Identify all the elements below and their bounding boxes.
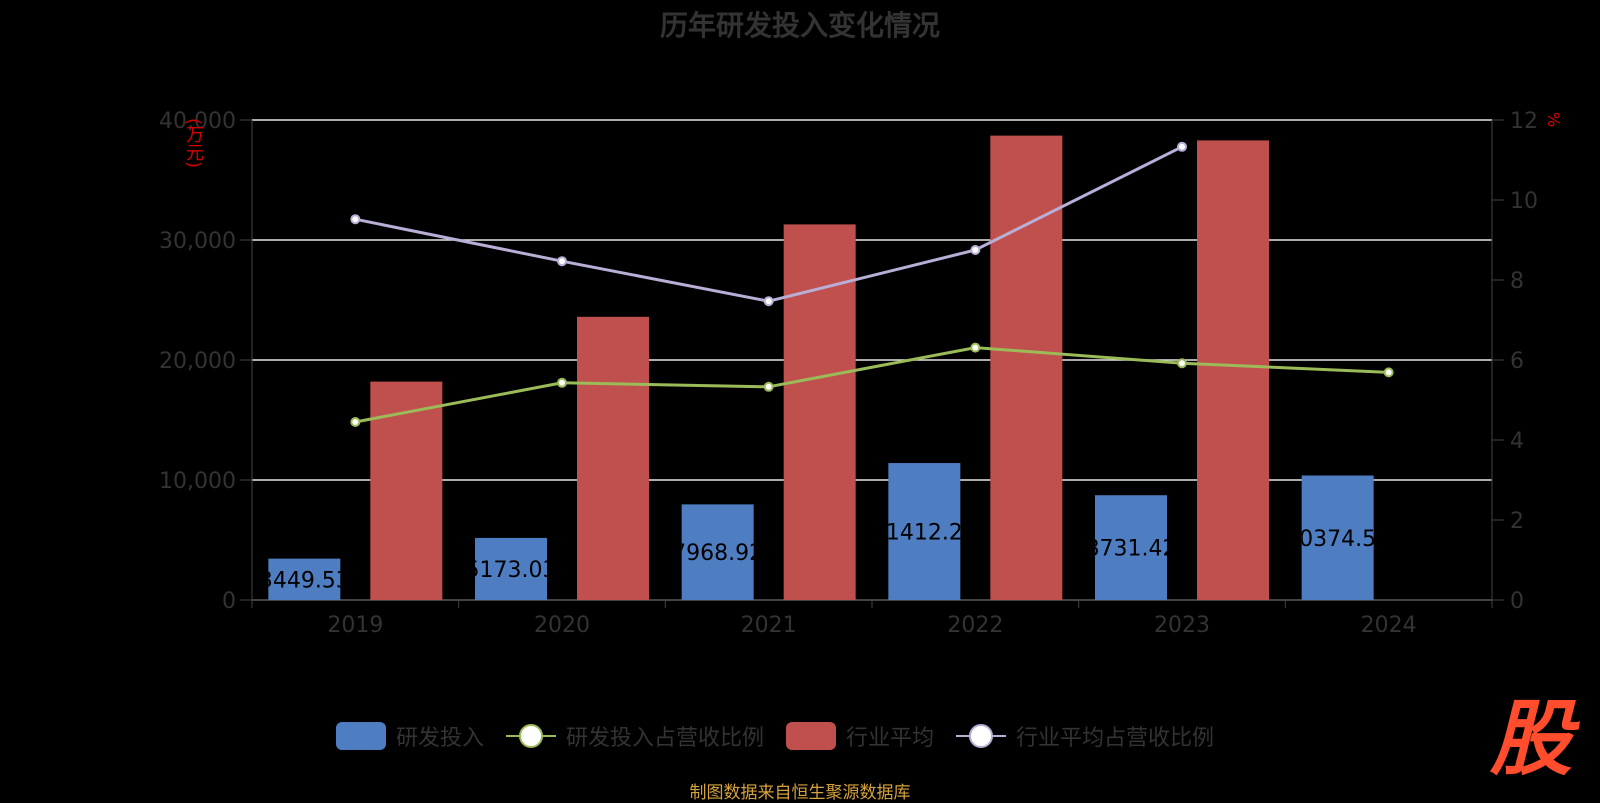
bar-value-label: 7968.92 (672, 541, 763, 566)
right-tick-label: 4 (1510, 429, 1524, 454)
legend-swatch-rd (336, 722, 386, 750)
line-point (970, 342, 981, 353)
left-tick-label: 0 (222, 589, 236, 614)
legend-swatch-industry (786, 722, 837, 750)
x-tick-label: 2024 (1361, 613, 1417, 638)
legend-item-rd-ratio[interactable]: 研发投入占营收比例 (506, 720, 774, 752)
x-tick-label: 2021 (741, 613, 797, 638)
line-point (970, 245, 981, 255)
legend-label-rd: 研发投入 (396, 726, 485, 751)
bar (888, 463, 961, 600)
legend-item-industry[interactable]: 行业平均 (786, 720, 944, 752)
legend-item-rd[interactable]: 研发投入 (336, 720, 494, 752)
bar (990, 135, 1063, 600)
legend-swatch-industry-ratio (956, 722, 1007, 750)
left-tick-label: 20,000 (159, 349, 236, 374)
bar (1095, 495, 1167, 600)
right-tick-label: 10 (1510, 189, 1538, 214)
left-tick-label: 40,000 (159, 109, 236, 134)
left-axis-unit: (万元) (183, 118, 204, 169)
left-tick-label: 30,000 (159, 229, 236, 254)
brand-logo: 股 (1490, 692, 1572, 787)
right-tick-label: 2 (1510, 509, 1524, 534)
legend-label-industry-ratio: 行业平均占营收比例 (1016, 726, 1215, 751)
line-point (763, 296, 774, 307)
bar-value-label: 3449.53 (259, 568, 350, 593)
right-tick-label: 0 (1510, 589, 1524, 614)
legend-swatch-rd-ratio (506, 722, 557, 750)
line-point (350, 214, 361, 225)
legend-label-industry: 行业平均 (846, 726, 935, 751)
line-point (1383, 367, 1394, 378)
line-point (557, 256, 567, 267)
right-tick-label: 8 (1510, 269, 1524, 294)
bar (1301, 475, 1374, 600)
x-tick-label: 2022 (947, 613, 1003, 638)
bar (370, 381, 443, 600)
line-point (350, 417, 361, 427)
source-note: 制图数据来自恒生聚源数据库 (689, 783, 911, 803)
line-point (1177, 141, 1187, 152)
bar-value-label: 11412.23 (872, 521, 977, 546)
legend-item-industry-ratio[interactable]: 行业平均占营收比例 (956, 720, 1224, 752)
right-tick-label: 12 (1510, 109, 1538, 134)
bar-value-label: 5173.03 (466, 558, 557, 583)
x-tick-label: 2019 (327, 613, 383, 638)
line-point (557, 377, 567, 388)
legend-label-rd-ratio: 研发投入占营收比例 (566, 726, 765, 751)
line-point (1177, 358, 1187, 369)
bar-value-label: 10374.56 (1285, 527, 1390, 552)
bar (783, 224, 856, 600)
line-point (763, 381, 774, 392)
chart-title: 历年研发投入变化情况 (659, 9, 940, 42)
series-line (355, 346, 1389, 424)
x-tick-label: 2020 (534, 613, 590, 638)
x-tick-label: 2023 (1154, 613, 1210, 638)
bar (681, 504, 754, 600)
right-tick-label: 6 (1510, 349, 1524, 374)
bar (475, 537, 547, 600)
bar (268, 558, 341, 600)
legend: 研发投入 研发投入占营收比例 行业平均 行业平均占营收比例 (336, 718, 1236, 754)
bar (577, 316, 649, 600)
right-axis-unit: % (1544, 112, 1563, 128)
bar (1197, 140, 1269, 600)
bar-value-label: 8731.42 (1086, 537, 1177, 562)
left-tick-label: 10,000 (159, 469, 236, 494)
